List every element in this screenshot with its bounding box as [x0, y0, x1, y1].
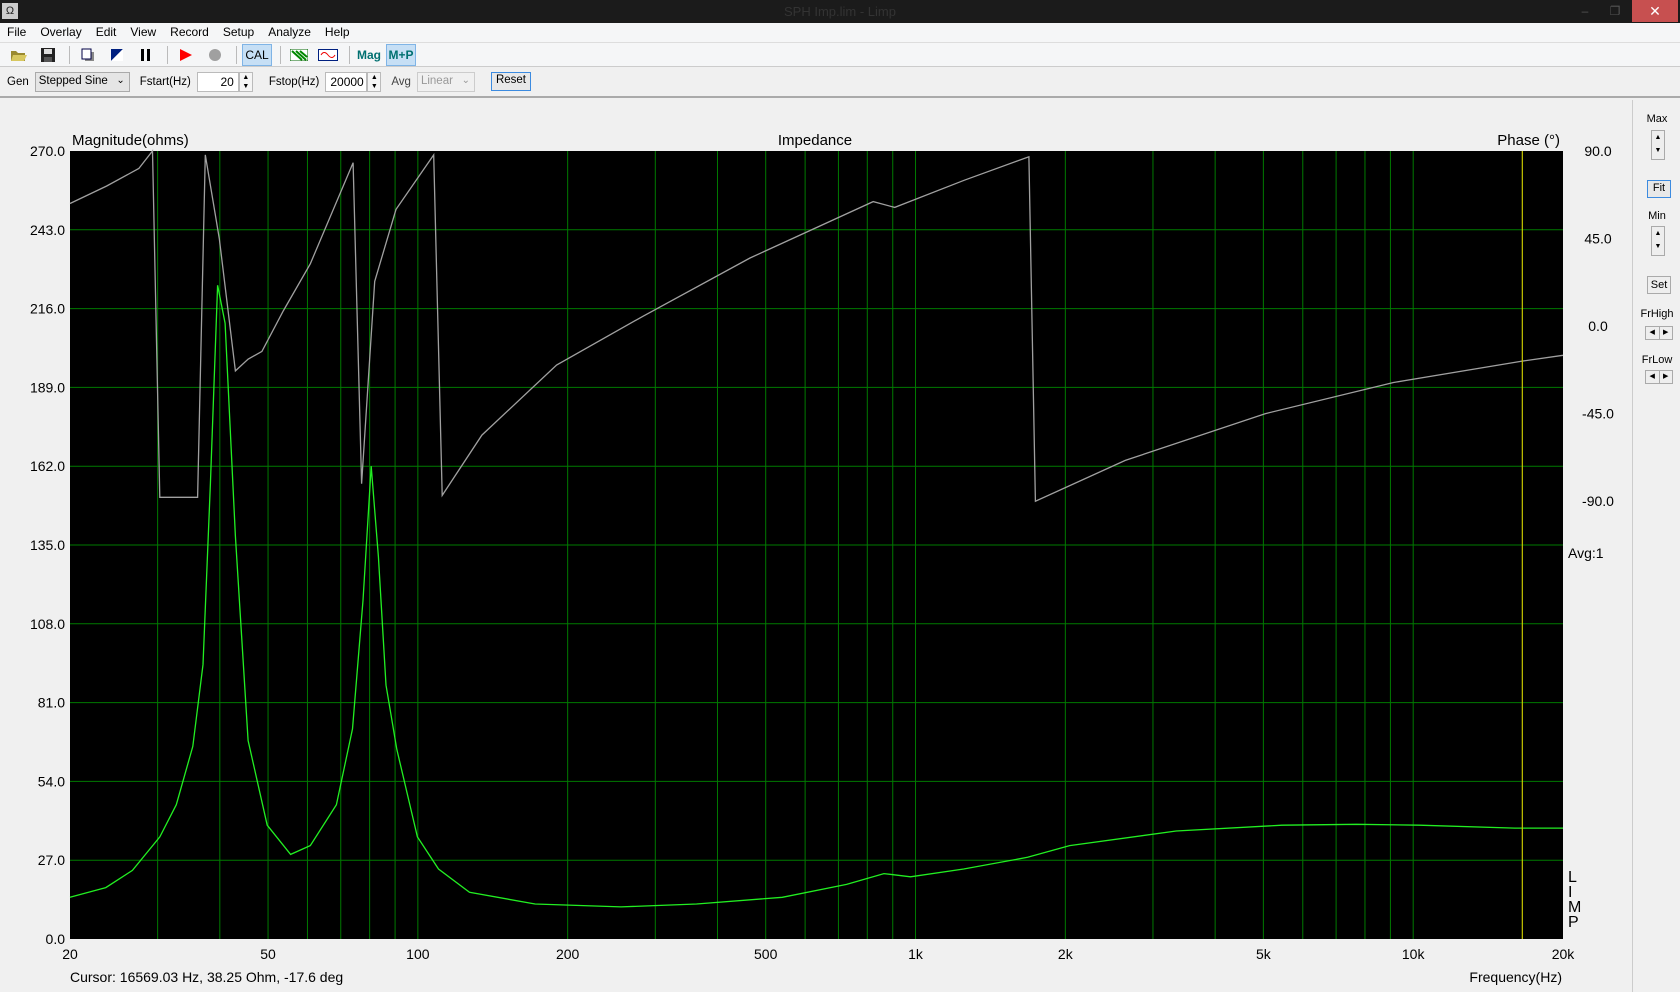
y-tick-label: 162.0 [30, 458, 65, 474]
y-tick-label: 54.0 [38, 773, 65, 789]
close-button[interactable]: ✕ [1632, 0, 1678, 22]
y2-tick-label: 90.0 [1584, 143, 1611, 159]
x-tick-label: 20 [62, 946, 78, 962]
phase-curve [69, 149, 1564, 503]
separator [280, 45, 281, 64]
save-icon[interactable] [35, 44, 61, 66]
chart-title: Impedance [778, 132, 852, 149]
avg-count: Avg:1 [1568, 545, 1604, 561]
separator [167, 45, 168, 64]
menu-edit[interactable]: Edit [95, 25, 117, 39]
magnitude-curve [69, 285, 1563, 908]
x-tick-label: 5k [1256, 946, 1272, 962]
y2-tick-label: -45.0 [1582, 406, 1614, 422]
y-tick-label: 270.0 [30, 143, 65, 159]
y-tick-label: 27.0 [38, 852, 65, 868]
cal-button[interactable]: CAL [242, 43, 272, 66]
x-tick-label: 200 [556, 946, 580, 962]
toolbar: CAL Mag M+P [0, 43, 1680, 67]
avg-label: Avg [391, 75, 411, 88]
impedance-chart[interactable]: 270.0 243.0 216.0 189.0 162.0 135.0 108.0 81.0 5… [0, 100, 1630, 992]
scale-panel: Max ▲ ▼ Fit Min ▲ ▼ Set FrHigh ◀ ▶ FrLow ◀ ▶ [1632, 100, 1680, 992]
frhigh-arrows[interactable]: ◀ ▶ [1645, 326, 1673, 340]
x-tick-label: 10k [1402, 946, 1426, 962]
chevron-down-icon: ⌄ [461, 74, 470, 86]
fstart-spinner[interactable]: ▲ ▼ [238, 71, 253, 92]
copy-icon[interactable] [75, 44, 101, 66]
fstop-label: Fstop(Hz) [268, 75, 320, 88]
pause-icon[interactable] [133, 44, 159, 66]
limp-letter: I [1568, 884, 1572, 901]
x-tick-label: 500 [754, 946, 778, 962]
y-tick-label: 108.0 [30, 616, 65, 632]
separator [69, 45, 70, 64]
limp-letter: L [1568, 869, 1577, 886]
set-button[interactable]: Set [1647, 276, 1671, 294]
y-tick-label: 189.0 [30, 379, 65, 395]
separator [236, 45, 237, 64]
reset-button[interactable]: Reset [490, 72, 531, 91]
menu-analyze[interactable]: Analyze [268, 25, 311, 39]
gen-label: Gen [7, 75, 29, 88]
y-tick-label: 135.0 [30, 537, 65, 553]
x-tick-label: 100 [406, 946, 430, 962]
minimize-icon[interactable]: – [1581, 4, 1589, 18]
menu-bar: File Overlay Edit View Record Setup Analyze Hel… [0, 23, 1680, 43]
menu-setup[interactable]: Setup [222, 25, 255, 39]
limp-letter: P [1568, 914, 1579, 931]
y-tick-label: 243.0 [30, 222, 65, 238]
frhigh-label: FrHigh [1640, 308, 1674, 320]
x-tick-label: 1k [908, 946, 924, 962]
y2-tick-label: 45.0 [1584, 231, 1611, 247]
y-tick-label: 81.0 [38, 695, 65, 711]
menu-help[interactable]: Help [324, 25, 350, 39]
min-spinner[interactable]: ▲ ▼ [1651, 226, 1665, 256]
generator-mode-value: Stepped Sine [38, 74, 108, 87]
y-axis-label: Magnitude(ohms) [72, 132, 189, 149]
title-bar: Ω SPH Imp.lim - Limp – ❐ ✕ [0, 0, 1680, 23]
fstop-input[interactable]: 20000 [325, 71, 368, 92]
fstart-input[interactable]: 20 [196, 71, 239, 92]
fit-button[interactable]: Fit [1647, 180, 1671, 198]
x-tick-label: 2k [1058, 946, 1074, 962]
oscilloscope-icon[interactable] [315, 44, 341, 66]
open-folder-icon[interactable] [6, 44, 32, 66]
fstop-spinner[interactable]: ▲ ▼ [367, 71, 382, 92]
frlow-label: FrLow [1641, 354, 1673, 366]
min-label: Min [1648, 210, 1666, 222]
maximize-icon[interactable]: ❐ [1609, 4, 1621, 18]
y2-axis-label: Phase (°) [1497, 132, 1560, 149]
frlow-arrows[interactable]: ◀ ▶ [1645, 370, 1673, 384]
menu-record[interactable]: Record [170, 25, 209, 39]
generator-mode-select[interactable]: Stepped Sine ⌄ [34, 71, 130, 92]
cursor-readout: Cursor: 16569.03 Hz, 38.25 Ohm, -17.6 de… [70, 969, 343, 985]
separator [349, 45, 350, 64]
x-tick-label: 20k [1552, 946, 1576, 962]
window-title: SPH Imp.lim - Limp [784, 4, 896, 19]
limp-letter: M [1568, 899, 1581, 916]
menu-view[interactable]: View [130, 25, 157, 39]
mag-phase-button[interactable]: M+P [386, 43, 416, 66]
y2-tick-label: 0.0 [1588, 318, 1608, 334]
x-tick-label: 50 [260, 946, 276, 962]
menu-file[interactable]: File [7, 25, 27, 39]
omega-icon[interactable]: Ω [2, 3, 18, 19]
y-tick-label: 216.0 [30, 301, 65, 317]
avg-value: Linear [420, 74, 453, 87]
menu-overlay[interactable]: Overlay [40, 25, 82, 39]
generator-bar: Gen Stepped Sine ⌄ Fstart(Hz) 20 ▲ ▼ Fstop(… [0, 67, 1680, 98]
color-invert-icon[interactable] [104, 44, 130, 66]
x-axis-label: Frequency(Hz) [1469, 969, 1562, 985]
fstart-label: Fstart(Hz) [139, 75, 191, 88]
mag-button[interactable]: Mag [357, 47, 381, 62]
record-icon[interactable] [202, 44, 228, 66]
y-tick-label: 0.0 [46, 931, 66, 947]
spectrum-icon[interactable] [286, 44, 312, 66]
chevron-down-icon: ⌄ [116, 74, 125, 86]
avg-select[interactable]: Linear ⌄ [416, 71, 475, 92]
y2-tick-label: -90.0 [1582, 493, 1614, 509]
play-icon[interactable] [173, 44, 199, 66]
max-label: Max [1646, 113, 1668, 125]
max-spinner[interactable]: ▲ ▼ [1651, 130, 1665, 160]
